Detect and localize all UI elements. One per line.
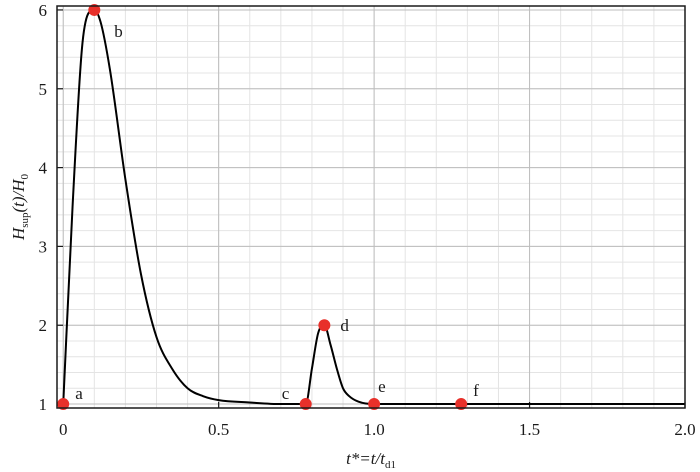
point-label-b: b	[114, 22, 123, 41]
marker-a	[57, 398, 70, 411]
point-label-e: e	[378, 377, 386, 396]
x-tick-label: 2.0	[674, 420, 695, 439]
point-label-d: d	[340, 316, 349, 335]
marker-d	[318, 319, 331, 332]
marker-f	[455, 398, 468, 411]
marker-b	[88, 3, 101, 16]
ticks	[57, 9, 686, 408]
y-axis-label: Hsup(t)/H0	[9, 173, 31, 241]
marker-c	[299, 398, 312, 411]
x-tick-label: 1.0	[363, 420, 384, 439]
point-label-a: a	[75, 384, 83, 403]
marker-e	[368, 398, 381, 411]
tick-labels: 0 0.5 1.0 1.5 2.0 1 2 3 4 5 6	[39, 1, 696, 439]
plot-frame	[56, 5, 686, 409]
point-labels: a b c d e f	[75, 22, 479, 403]
x-axis-label: t*=t/td1	[346, 449, 396, 471]
y-tick-label: 6	[39, 1, 48, 20]
grid	[57, 6, 686, 408]
x-tick-label: 0	[59, 420, 68, 439]
point-label-f: f	[473, 381, 479, 400]
y-tick-label: 4	[39, 159, 48, 178]
x-tick-label: 0.5	[208, 420, 229, 439]
y-tick-label: 1	[39, 395, 48, 414]
markers	[57, 3, 468, 411]
point-label-c: c	[282, 384, 290, 403]
y-tick-label: 3	[39, 237, 48, 256]
y-tick-label: 5	[39, 80, 48, 99]
y-tick-label: 2	[39, 316, 48, 335]
x-tick-label: 1.5	[519, 420, 540, 439]
